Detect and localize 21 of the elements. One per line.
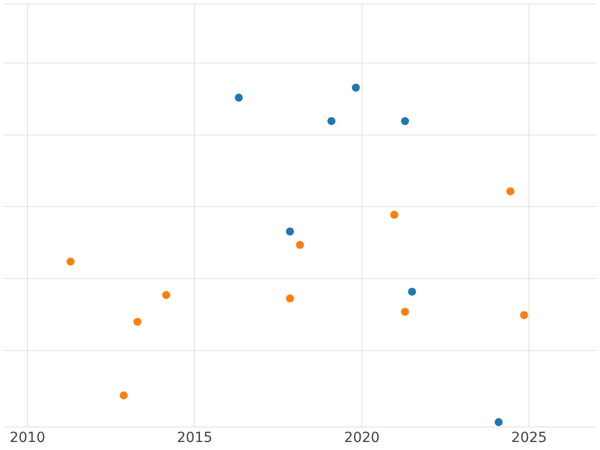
x-tick-label: 2025: [511, 430, 547, 446]
point: [133, 318, 142, 326]
point: [296, 240, 304, 249]
point: [506, 187, 514, 196]
point: [401, 308, 410, 316]
point: [352, 84, 360, 92]
point: [286, 227, 294, 236]
point: [120, 391, 128, 400]
point: [327, 117, 336, 126]
point: [401, 117, 410, 126]
x-tick-label: 2020: [344, 430, 380, 446]
point: [494, 418, 503, 426]
point: [390, 210, 398, 219]
point: [66, 258, 75, 266]
point: [234, 94, 243, 102]
point: [408, 288, 416, 296]
x-tick-label: 2010: [10, 430, 46, 446]
x-tick-label: 2015: [176, 430, 212, 446]
point: [162, 291, 170, 300]
point: [520, 311, 528, 320]
point: [286, 294, 294, 302]
